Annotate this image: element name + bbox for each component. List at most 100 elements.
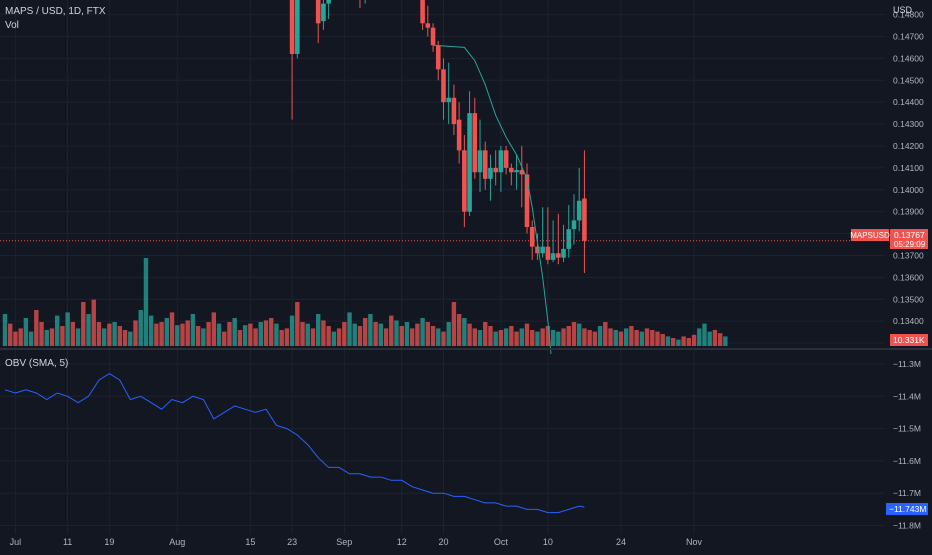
candle-body [524,174,530,227]
candle-body [566,229,572,249]
volume-bar [55,315,60,346]
price-tick-label: 0.14000 [893,185,924,195]
volume-bar [117,326,123,346]
obv-layer [4,373,585,514]
volume-bar [566,326,571,346]
time-tick-label: 15 [245,537,255,547]
volume-bar [70,322,76,346]
volume-bar [644,328,650,346]
candle-body [535,246,540,254]
volume-layer [2,258,728,346]
volume-bar [425,322,431,346]
volume-bar [530,330,535,346]
volume-bar [702,323,707,346]
volume-bar [378,323,384,346]
volume-bar [467,323,472,346]
candle-body [488,167,493,179]
volume-bar [717,333,723,346]
symbol-title[interactable]: MAPS / USD, 1D, FTX [5,6,106,17]
time-axis[interactable]: Jul 11 19 Aug 15 23 Sep 12 20 Oct 10 24 Nov [10,537,703,547]
badge-volume: 10.331K [893,335,925,345]
volume-bar [342,322,347,346]
candle-body [456,119,462,151]
volume-bar [143,258,149,346]
candle-body [435,45,441,70]
price-tick-label: 0.14800 [893,10,924,20]
volume-bar [201,328,206,346]
volume-bar [122,330,128,346]
candle-body [519,170,525,175]
volume-bar [175,325,180,346]
price-tick-label: 0.14400 [893,97,924,107]
volume-bar [597,326,603,346]
volume-bar [383,328,389,346]
volume-bar [670,338,676,346]
volume-bar [321,320,326,346]
volume-bar [394,320,399,346]
candle-body [545,246,551,260]
volume-bar [128,331,133,346]
volume-bar [691,334,697,346]
volume-bar [28,331,34,346]
candle-body [550,253,556,260]
volume-bar [493,331,498,346]
volume-bar [242,325,248,346]
volume-bar [138,310,143,346]
volume-bar [582,328,587,346]
volume-bar [86,314,91,346]
volume-bar [524,323,530,346]
volume-bar [686,338,692,346]
volume-bar [310,328,316,346]
volume-bar [169,312,175,346]
price-tick-label: 0.14200 [893,141,924,151]
candle-body [482,150,488,179]
time-tick-label: Jul [10,537,22,547]
volume-bar [107,323,112,346]
ma-layer [432,44,552,355]
volume-bar [409,328,415,346]
volume-bar [613,330,618,346]
volume-bar [305,323,310,346]
volume-bar [347,312,352,346]
volume-bar [112,322,117,346]
volume-bar [159,322,164,346]
volume-bar [681,336,686,346]
volume-bar [248,323,253,346]
obv-axis[interactable]: −11.3M −11.4M −11.5M −11.6M −11.7M −11.8M [893,359,921,531]
time-tick-label: 11 [63,537,72,547]
candle-body [321,3,326,22]
obv-tick-label: −11.4M [893,391,921,401]
volume-bar [571,322,577,346]
volume-bar [289,315,295,346]
volume-bar [232,318,237,346]
volume-bar [665,336,671,346]
volume-bar [603,322,608,346]
obv-legend[interactable]: OBV (SMA, 5) [5,358,69,369]
volume-bar [154,323,159,346]
volume-bar [577,323,582,346]
price-tick-label: 0.13600 [893,272,924,282]
volume-bar [535,331,540,346]
volume-bar [148,315,154,346]
candle-body [529,226,535,247]
price-axis[interactable]: 0.14800 0.14700 0.14600 0.14500 0.14400 0.143… [893,10,924,348]
candle-body [289,0,295,54]
volume-bar [279,330,284,346]
volume-bar [550,330,556,346]
time-tick-label: Oct [494,537,509,547]
volume-bar [75,328,81,346]
volume-bar [368,314,373,346]
price-tick-label: 0.14100 [893,163,924,173]
volume-bar [415,323,420,346]
obv-tick-label: −11.6M [893,456,921,466]
volume-bar [295,302,300,346]
volume-bar [237,330,243,346]
time-tick-label: 23 [287,537,297,547]
currency-label: USD [893,5,913,15]
volume-bar [18,328,23,346]
volume-badge: 10.331K [890,334,928,346]
volume-bar [441,331,446,346]
obv-tick-label: −11.5M [893,424,921,434]
volume-bar [190,314,196,346]
vol-legend[interactable]: Vol [5,20,19,31]
